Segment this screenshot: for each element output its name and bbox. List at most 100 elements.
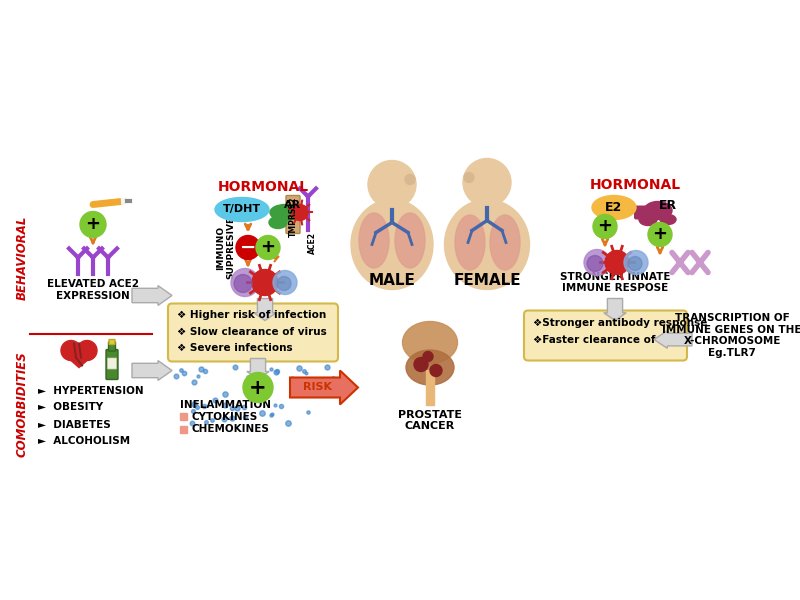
Text: STRONGER INNATE
IMMUNE RESPOSE: STRONGER INNATE IMMUNE RESPOSE (560, 272, 670, 293)
Polygon shape (246, 358, 269, 379)
Bar (385, 187, 399, 211)
Circle shape (624, 250, 648, 274)
Text: +: + (261, 238, 275, 256)
Text: ►  DIABETES: ► DIABETES (38, 419, 110, 430)
Ellipse shape (644, 202, 672, 220)
Ellipse shape (490, 215, 520, 270)
Circle shape (236, 235, 260, 259)
Circle shape (464, 172, 474, 182)
Circle shape (463, 158, 511, 206)
FancyBboxPatch shape (106, 349, 118, 379)
Ellipse shape (395, 213, 425, 268)
Polygon shape (604, 298, 626, 320)
Text: INFLAMMATION: INFLAMMATION (180, 400, 271, 409)
Text: COMORBIDITIES: COMORBIDITIES (15, 352, 29, 457)
Ellipse shape (406, 350, 454, 385)
Polygon shape (254, 298, 276, 320)
Bar (180, 413, 187, 419)
FancyBboxPatch shape (634, 205, 654, 220)
Circle shape (234, 274, 252, 292)
Bar (426, 370, 434, 404)
Text: ❖ Higher risk of infection: ❖ Higher risk of infection (177, 311, 326, 320)
Text: +: + (653, 226, 667, 244)
Ellipse shape (270, 205, 300, 220)
Text: ER: ER (659, 199, 677, 212)
Circle shape (628, 256, 642, 271)
Text: PROSTATE
CANCER: PROSTATE CANCER (398, 409, 462, 431)
Ellipse shape (660, 214, 676, 224)
Circle shape (77, 340, 97, 361)
Circle shape (277, 277, 291, 290)
Ellipse shape (639, 214, 657, 226)
Circle shape (605, 250, 629, 274)
Text: IMMUNO
SUPPRESIVE: IMMUNO SUPPRESIVE (216, 216, 236, 279)
Circle shape (231, 268, 259, 296)
Text: ACE2: ACE2 (307, 232, 317, 254)
Circle shape (256, 235, 280, 259)
Circle shape (252, 269, 278, 295)
Text: +: + (249, 377, 267, 397)
Text: ►  HYPERTENSION: ► HYPERTENSION (38, 385, 144, 395)
Ellipse shape (269, 217, 287, 229)
Text: MALE: MALE (369, 273, 415, 288)
Circle shape (61, 340, 81, 361)
Text: ►  ALCOHOLISM: ► ALCOHOLISM (38, 437, 130, 446)
FancyBboxPatch shape (524, 311, 687, 361)
Polygon shape (132, 286, 172, 305)
Text: ❖ Severe infections: ❖ Severe infections (177, 343, 293, 352)
Text: ❖Faster clearance of virus: ❖Faster clearance of virus (533, 335, 688, 344)
Circle shape (584, 250, 610, 275)
Text: FEMALE: FEMALE (453, 273, 521, 288)
Text: ❖ Slow clearance of virus: ❖ Slow clearance of virus (177, 326, 326, 337)
Circle shape (243, 373, 273, 403)
Text: T/DHT: T/DHT (223, 205, 261, 214)
FancyBboxPatch shape (168, 304, 338, 361)
Polygon shape (132, 361, 172, 380)
Polygon shape (290, 370, 358, 404)
FancyBboxPatch shape (109, 340, 115, 344)
Text: E2: E2 (606, 201, 622, 214)
Text: +: + (598, 217, 613, 235)
Text: HORMONAL: HORMONAL (218, 181, 309, 194)
Ellipse shape (351, 199, 433, 289)
FancyBboxPatch shape (107, 358, 117, 369)
Text: ELEVATED ACE2
EXPRESSION: ELEVATED ACE2 EXPRESSION (47, 280, 139, 301)
Circle shape (292, 205, 308, 220)
Ellipse shape (592, 196, 636, 220)
Circle shape (423, 352, 433, 361)
Text: ❖Stronger antibody response: ❖Stronger antibody response (533, 319, 707, 329)
Text: CHEMOKINES: CHEMOKINES (191, 425, 269, 434)
Polygon shape (654, 331, 692, 348)
Bar (480, 184, 494, 208)
Circle shape (677, 259, 683, 265)
Bar (180, 425, 187, 433)
Circle shape (80, 211, 106, 238)
Circle shape (430, 364, 442, 377)
Circle shape (648, 223, 672, 247)
Polygon shape (62, 353, 96, 368)
Text: HORMONAL: HORMONAL (590, 178, 681, 193)
Circle shape (368, 160, 416, 208)
Circle shape (405, 175, 415, 184)
Circle shape (587, 256, 603, 271)
Text: BEHAVIORAL: BEHAVIORAL (15, 215, 29, 299)
Text: TRANSCRIPTION OF
IMMUNE GENES ON THE
X-CHROMOSOME
Eg.TLR7: TRANSCRIPTION OF IMMUNE GENES ON THE X-C… (662, 313, 800, 358)
Ellipse shape (402, 322, 458, 364)
Circle shape (273, 271, 297, 295)
FancyBboxPatch shape (109, 342, 115, 351)
Ellipse shape (445, 199, 530, 289)
FancyBboxPatch shape (286, 196, 300, 233)
Circle shape (697, 259, 703, 265)
Ellipse shape (359, 213, 389, 268)
Text: CYTOKINES: CYTOKINES (191, 412, 258, 421)
Text: +: + (86, 215, 101, 233)
Text: RISK: RISK (303, 383, 333, 392)
Circle shape (414, 358, 428, 371)
Ellipse shape (215, 197, 269, 221)
Circle shape (593, 214, 617, 238)
Text: −: − (240, 238, 256, 257)
Ellipse shape (455, 215, 485, 270)
Text: AR: AR (285, 200, 302, 211)
Text: TMPRSS2: TMPRSS2 (289, 196, 298, 236)
Text: ►  OBESITY: ► OBESITY (38, 403, 103, 413)
